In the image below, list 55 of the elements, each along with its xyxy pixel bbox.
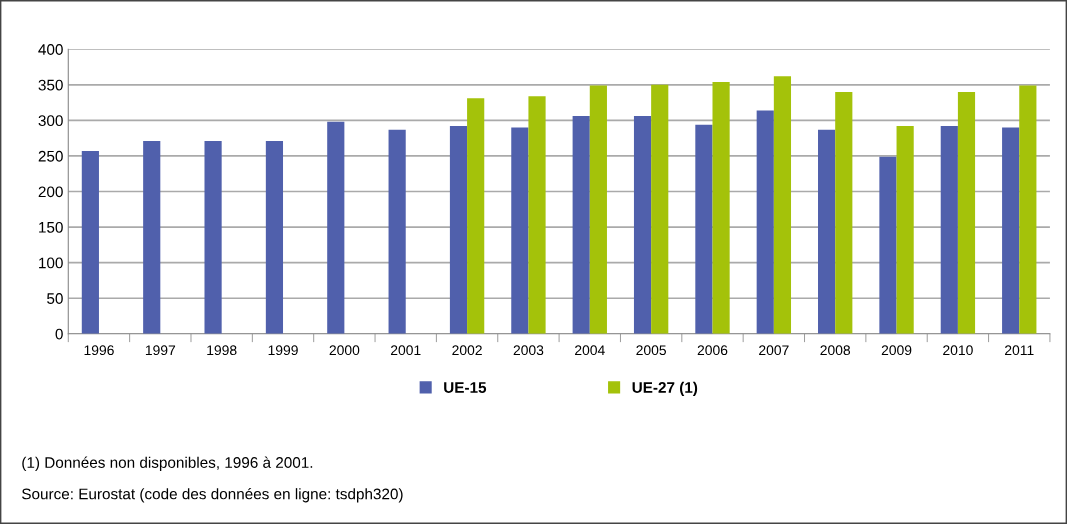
legend-label: UE-27 (1) (632, 381, 698, 396)
legend-label: UE-15 (444, 382, 487, 393)
bar (449, 126, 468, 334)
x-tick-label: 2010 (943, 345, 973, 356)
bar (467, 98, 485, 334)
x-tick-label: 2011 (1005, 345, 1034, 356)
x-tick-label: 2001 (390, 345, 421, 356)
bar (143, 141, 161, 334)
y-tick-label: 50 (47, 293, 63, 304)
source-note: Source: Eurostat (code des données en ligne: tsdph320) (22, 487, 403, 503)
bar (81, 150, 99, 334)
x-tick-label: 2004 (575, 345, 605, 356)
x-tick-label: 2002 (452, 345, 482, 356)
bar (773, 76, 792, 334)
bar (957, 91, 976, 334)
y-tick-label: 150 (39, 221, 63, 233)
bar (756, 110, 774, 334)
y-tick-label: 250 (38, 150, 63, 162)
bar (879, 156, 897, 334)
x-tick-label: 1997 (145, 345, 176, 356)
bar (651, 84, 669, 334)
x-tick-label: 2003 (513, 345, 544, 356)
bar (896, 126, 914, 334)
y-tick-label: 400 (38, 44, 63, 55)
bar (940, 126, 958, 334)
x-tick-label: 1999 (268, 345, 298, 356)
x-tick-label: 2005 (636, 345, 666, 356)
text: (1) Données non disponibles, 1996 à 2001. (22, 456, 313, 471)
x-tick-label: 2006 (697, 345, 728, 356)
bar (633, 116, 652, 334)
bar (327, 121, 345, 334)
x-tick-label: 2007 (759, 345, 789, 356)
y-tick-label: 100 (39, 257, 63, 269)
bar (589, 85, 607, 334)
x-tick-label: 2009 (881, 345, 912, 356)
bar (528, 96, 546, 334)
bar (835, 91, 853, 334)
x-tick-label: 2008 (820, 345, 851, 356)
bar (712, 81, 730, 334)
bar (1019, 85, 1037, 334)
bar (818, 129, 836, 334)
bar (695, 124, 713, 334)
bar (511, 127, 529, 334)
x-tick-label: 1996 (84, 345, 114, 356)
y-tick-label: 350 (38, 79, 63, 91)
y-tick-label: 200 (38, 186, 63, 198)
y-tick-label: 0 (55, 328, 63, 340)
x-tick-label: 2000 (329, 345, 360, 356)
bar (1002, 127, 1020, 334)
bar (388, 129, 406, 334)
bar (204, 141, 222, 334)
x-tick-label: 1998 (207, 345, 237, 356)
y-tick-label: 300 (38, 115, 63, 127)
bar (572, 116, 590, 334)
bar (265, 141, 284, 334)
